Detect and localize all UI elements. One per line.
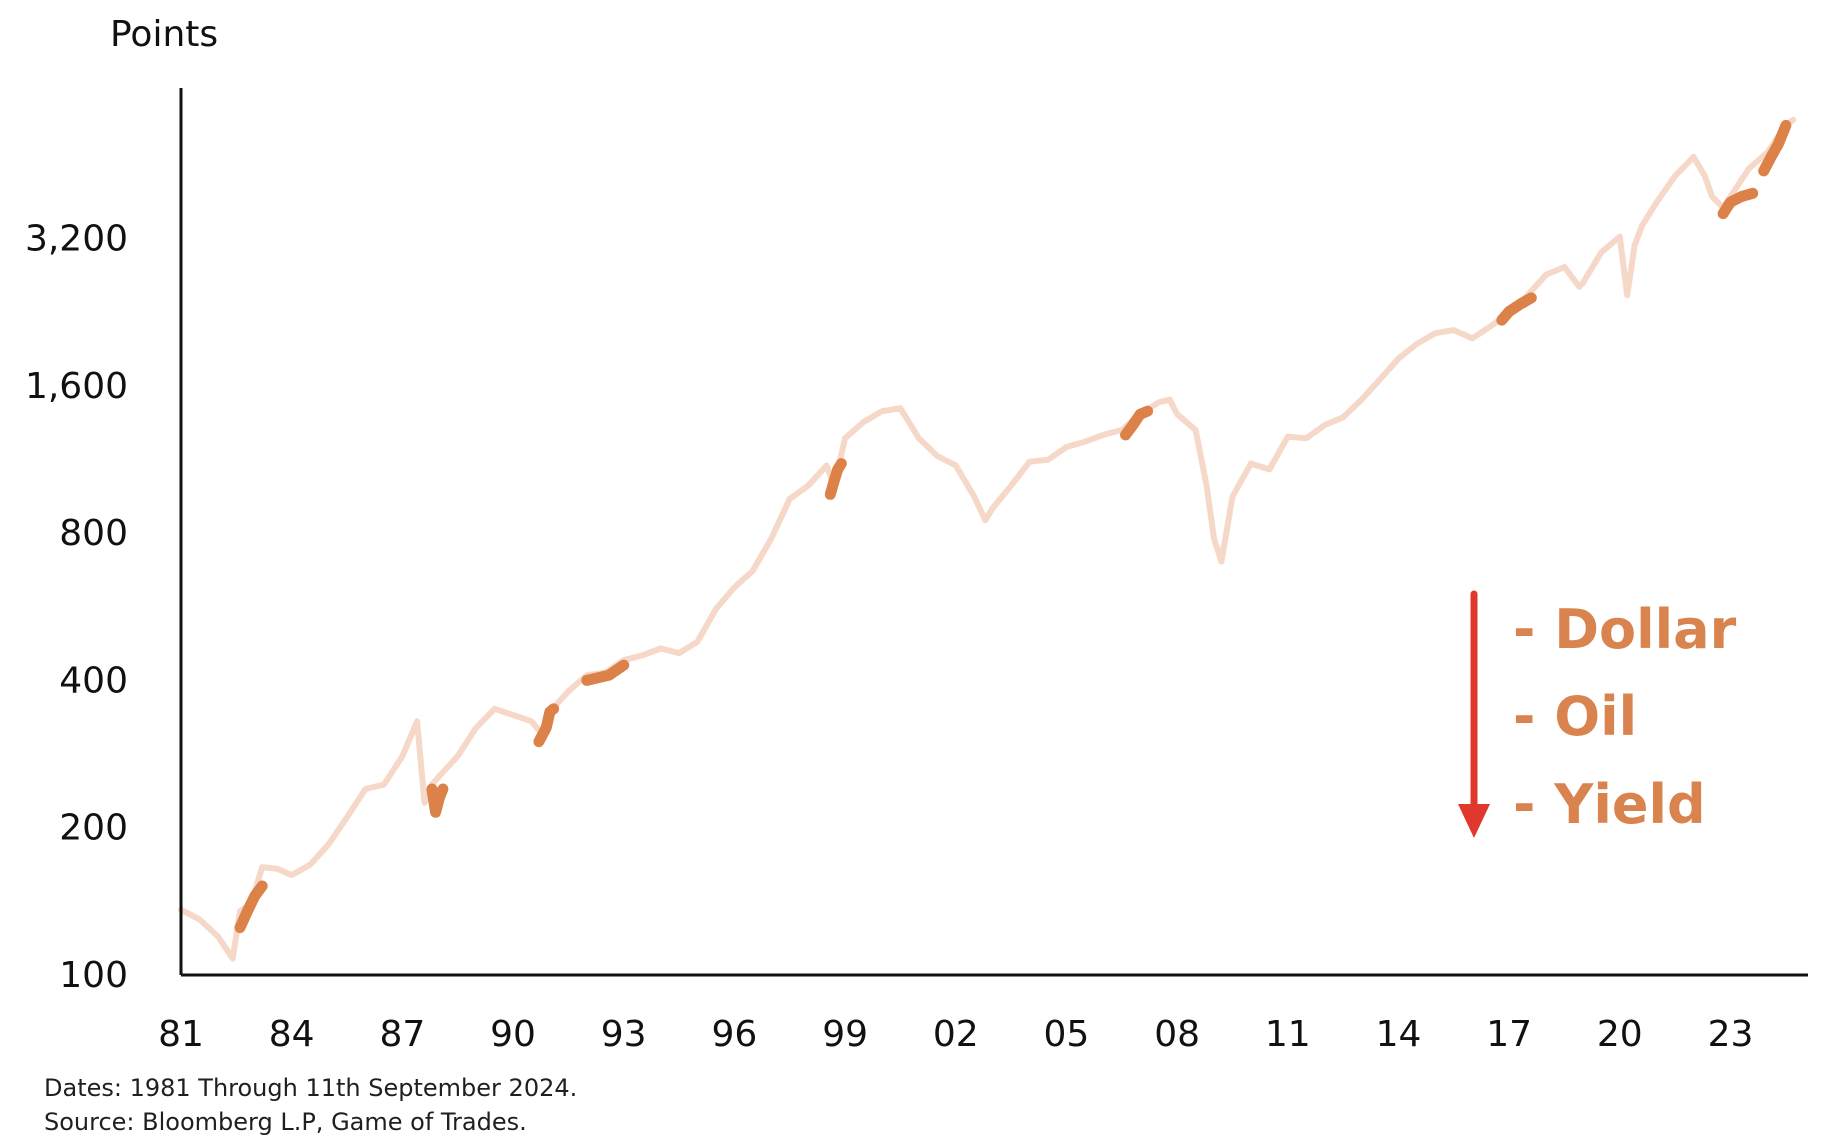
y-tick-label-2: 400 — [59, 660, 128, 701]
y-tick-labels: 100 200 400 800 1,600 3,200 — [25, 219, 128, 996]
y-tick-label-3: 800 — [59, 513, 128, 554]
y-tick-label-5: 3,200 — [25, 219, 128, 260]
plot-lines — [178, 116, 1797, 962]
dates-note: Dates: 1981 Through 11th September 2024. — [44, 1074, 577, 1102]
x-tick-label-2: 87 — [379, 1014, 425, 1055]
x-tick-label-7: 02 — [933, 1014, 979, 1055]
x-tick-label-4: 93 — [601, 1014, 647, 1055]
highlight-segment-2 — [533, 703, 560, 748]
x-tick-labels: 81 84 87 90 93 96 99 02 05 08 11 14 17 20 23 — [158, 1014, 1753, 1055]
y-axis-unit-label: Points — [110, 14, 218, 55]
x-tick-label-10: 11 — [1265, 1014, 1311, 1055]
highlight-segment-8 — [1758, 119, 1792, 177]
y-tick-label-1: 200 — [59, 808, 128, 849]
x-tick-label-0: 81 — [158, 1014, 204, 1055]
x-tick-label-14: 23 — [1708, 1014, 1754, 1055]
down-arrow-head-icon — [1458, 804, 1490, 838]
y-tick-label-4: 1,600 — [25, 366, 128, 407]
annotation-item-oil: - Oil — [1513, 685, 1637, 748]
x-tick-label-8: 05 — [1043, 1014, 1089, 1055]
x-tick-label-1: 84 — [269, 1014, 315, 1055]
x-tick-label-13: 20 — [1597, 1014, 1643, 1055]
highlight-segment-6 — [1496, 292, 1537, 326]
highlight-segment-5 — [1120, 405, 1154, 441]
highlight-segments — [234, 119, 1792, 934]
x-tick-label-11: 14 — [1376, 1014, 1422, 1055]
x-tick-label-5: 96 — [711, 1014, 757, 1055]
highlight-segment-7 — [1717, 187, 1759, 220]
highlight-segment-3 — [581, 659, 630, 686]
source-note: Source: Bloomberg L.P, Game of Trades. — [44, 1108, 527, 1136]
highlight-segment-1 — [426, 783, 449, 818]
annotation-group: - Dollar - Oil - Yield — [1458, 590, 1737, 838]
x-tick-label-9: 08 — [1154, 1014, 1200, 1055]
x-tick-label-6: 99 — [822, 1014, 868, 1055]
highlight-segment-4 — [824, 458, 847, 500]
series-line-0 — [178, 116, 1797, 962]
annotation-item-yield: - Yield — [1513, 773, 1706, 836]
y-tick-label-0: 100 — [59, 955, 128, 996]
highlight-segment-0 — [234, 880, 268, 934]
x-tick-label-12: 17 — [1486, 1014, 1532, 1055]
annotation-item-dollar: - Dollar — [1513, 598, 1737, 661]
x-tick-label-3: 90 — [490, 1014, 536, 1055]
